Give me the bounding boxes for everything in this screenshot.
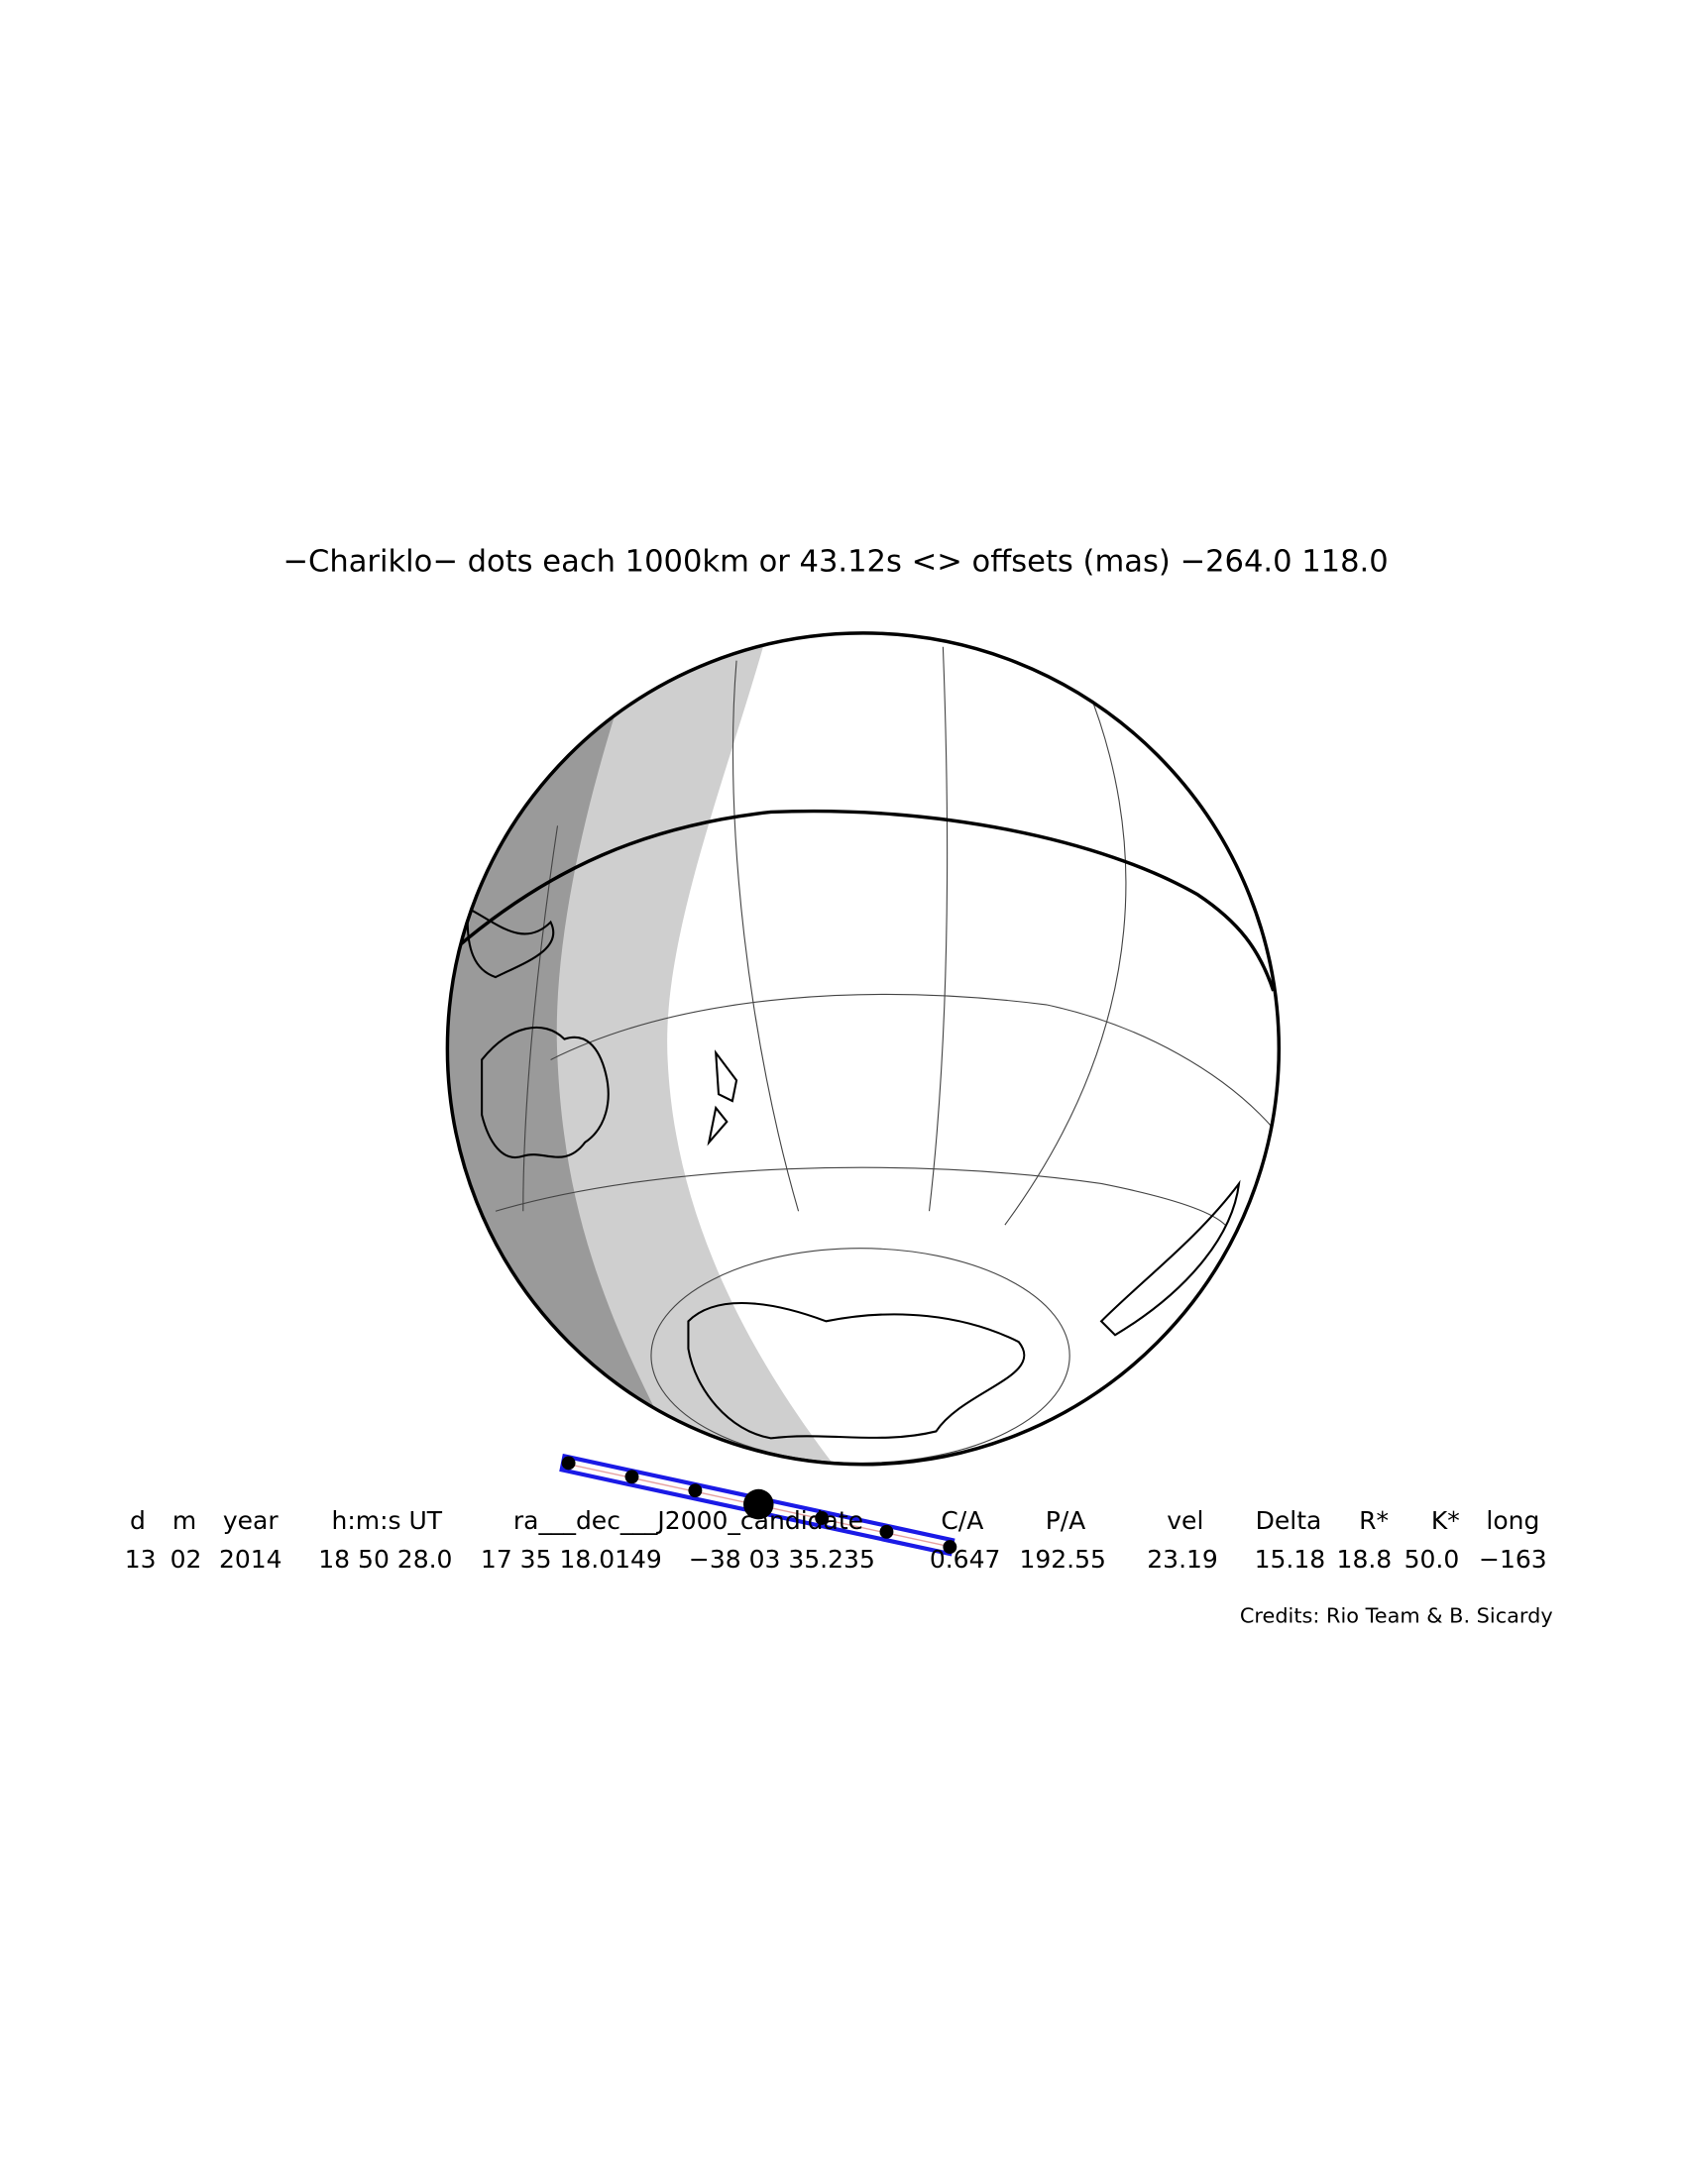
table-value: −38 03 35.235 — [689, 1545, 875, 1574]
table-header: Delta — [1256, 1506, 1322, 1535]
table-value: 18.8 — [1337, 1545, 1393, 1574]
table-value: 23.19 — [1147, 1545, 1218, 1574]
table-header: h:m:s UT — [331, 1506, 442, 1535]
shadow-path — [559, 1453, 957, 1557]
credits: Credits: Rio Team & B. Sicardy — [1240, 1603, 1553, 1627]
table-value: 2014 — [219, 1545, 282, 1574]
table-header: K* — [1431, 1506, 1460, 1535]
table-header: year — [223, 1506, 279, 1535]
table-value: −163 — [1479, 1545, 1547, 1574]
map-title: −Chariklo− dots each 1000km or 43.12s <>… — [282, 544, 1388, 579]
table-header: long — [1486, 1506, 1539, 1535]
table-value: 0.647 — [930, 1545, 1001, 1574]
table-header: C/A — [941, 1506, 983, 1535]
table-header: d — [130, 1506, 146, 1535]
table-value: 15.18 — [1255, 1545, 1326, 1574]
table-header: ra___dec___J2000_candidate — [513, 1506, 863, 1535]
globe — [445, 631, 1282, 1467]
table-value: 192.55 — [1019, 1545, 1105, 1574]
table-value: 13 — [125, 1545, 157, 1574]
table-value: 02 — [170, 1545, 202, 1574]
table-header: P/A — [1046, 1506, 1086, 1535]
table-header: vel — [1167, 1506, 1203, 1535]
table-header: m — [172, 1506, 196, 1535]
info-table: d m year h:m:s UT ra___dec___J2000_candidate… — [125, 1506, 1547, 1574]
table-header: R* — [1359, 1506, 1389, 1535]
table-value: 18 50 28.0 — [318, 1545, 452, 1574]
table-value: 50.0 — [1404, 1545, 1460, 1574]
table-value: 17 35 18.0149 — [481, 1545, 662, 1574]
